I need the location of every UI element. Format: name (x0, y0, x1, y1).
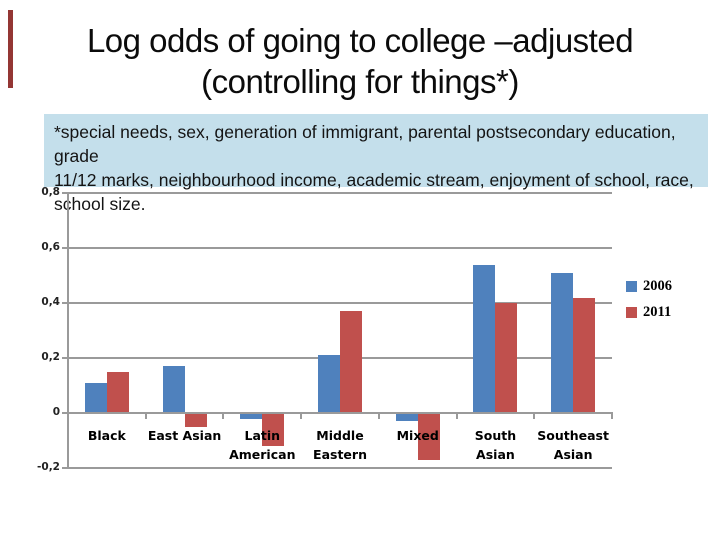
bar-2006-latin-american (240, 414, 263, 419)
category-label: South (474, 428, 517, 443)
footnote-line-3: school size. (54, 194, 146, 214)
category-label: East Asian (147, 428, 222, 443)
y-axis-label: 0,6 (41, 241, 60, 253)
gridline (68, 192, 612, 194)
footnote-line-1: *special needs, sex, generation of immig… (54, 122, 676, 166)
category-label: Asian (553, 447, 593, 462)
x-axis-tick (533, 412, 536, 419)
y-axis-label: -0,2 (37, 461, 60, 473)
gridline (68, 412, 612, 414)
x-axis-tick (67, 412, 69, 419)
footnote-box: *special needs, sex, generation of immig… (44, 114, 708, 214)
category-label: Mixed (396, 428, 439, 443)
y-axis-tick (62, 412, 68, 414)
gridline (68, 467, 612, 469)
category-label: Latin (244, 428, 281, 443)
category-label: Eastern (313, 447, 367, 462)
bar-2011-latin-american (262, 414, 285, 446)
bar-2011-black (106, 371, 129, 412)
legend-swatch-2006 (626, 280, 637, 292)
legend-item-2011: 2011 (626, 305, 671, 319)
y-axis-tick (62, 467, 68, 469)
x-axis-tick (377, 412, 380, 419)
category-label: American (229, 447, 296, 462)
bar-2011-middle-eastern (340, 311, 362, 412)
bar-2006-mixed (395, 414, 418, 422)
slide-title-line-1: Log odds of going to college –adjusted (86, 22, 634, 59)
bar-2011-mixed (417, 414, 440, 460)
y-axis-label: 0 (52, 406, 60, 418)
x-axis-tick (611, 412, 613, 419)
bar-2011-south-asian (495, 303, 518, 412)
gridline (68, 247, 612, 249)
category-label: Southeast (537, 428, 609, 443)
category-label: Black (87, 428, 126, 443)
slide-title-line-2: (controlling for things*) (201, 63, 519, 100)
legend-label: 2011 (643, 304, 672, 320)
x-axis-tick (222, 412, 225, 419)
gridline (68, 302, 612, 304)
bar-2011-southeast-asian (573, 297, 596, 412)
bar-2006-east-asian (162, 366, 185, 412)
legend-swatch-2011 (626, 306, 637, 318)
slide-title: Log odds of going to college –adjusted (… (0, 20, 720, 102)
footnote-line-2: 11/12 marks, neighbourhood income, acade… (54, 170, 694, 190)
y-axis-tick (62, 247, 68, 249)
category-label: Middle (316, 428, 364, 443)
y-axis-line (67, 193, 69, 468)
y-axis-label: 0,4 (41, 296, 60, 308)
y-axis-tick (62, 357, 68, 359)
x-axis-tick (144, 412, 147, 419)
y-axis-label: 0,2 (41, 351, 60, 363)
bar-2006-middle-eastern (318, 355, 340, 412)
bar-2006-southeast-asian (551, 272, 574, 412)
slide-accent-bar (8, 10, 13, 88)
y-axis-tick (62, 302, 68, 304)
y-axis-label: 0,8 (41, 186, 60, 198)
bar-2006-south-asian (473, 264, 496, 412)
bar-2006-black (84, 382, 107, 412)
category-label: Asian (476, 447, 515, 462)
bar-2011-east-asian (184, 414, 207, 427)
x-axis-tick (455, 412, 458, 419)
x-axis-tick (300, 412, 303, 419)
legend-item-2006: 2006 (626, 279, 672, 293)
legend-label: 2006 (643, 278, 672, 294)
y-axis-tick (62, 192, 68, 194)
